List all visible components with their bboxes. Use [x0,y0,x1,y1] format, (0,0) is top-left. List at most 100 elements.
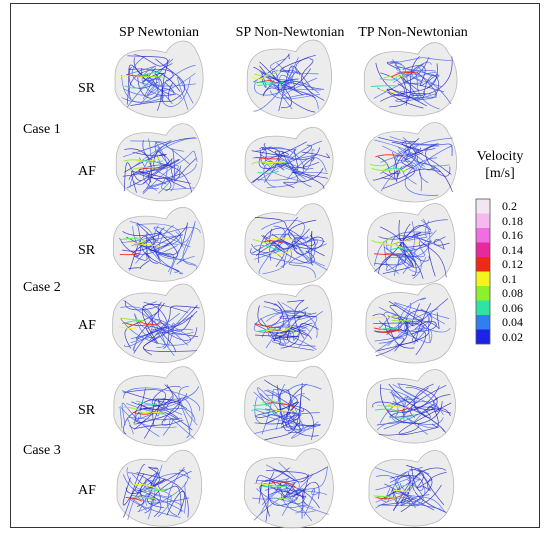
legend-title: Velocity [m/s] [470,148,530,182]
streamline [121,227,201,243]
streamline [411,298,449,326]
streamline-accent [250,408,278,415]
case-label-2: Case 2 [23,280,61,295]
streamline-accent [251,161,274,167]
streamline [283,81,319,94]
streamline [298,316,318,348]
row-label-case2-af: AF [78,318,96,333]
atrium-surface [366,203,456,286]
legend-tick-label: 0.2 [502,199,517,213]
legend-tick-label: 0.02 [502,329,523,344]
streamline-panel-r6-c3 [368,450,455,527]
streamline [126,464,163,490]
streamline-accent [379,88,397,94]
streamline [378,137,453,157]
legend-swatch-3 [476,228,490,243]
streamline [390,219,432,255]
streamline [375,305,408,357]
streamline [395,66,443,88]
streamline-accent [387,407,409,412]
streamline [386,88,427,109]
streamline [272,338,286,345]
streamline [155,58,186,103]
streamline-accent [118,326,139,329]
streamline-accent [253,81,279,84]
streamline-accent [142,488,169,493]
streamline [417,65,440,79]
streamline [137,170,191,185]
streamline [143,304,198,356]
streamline-accent [129,239,147,244]
streamline [283,168,324,189]
streamline [283,309,301,344]
streamline-panel-r4-c3 [365,283,457,364]
streamline [404,140,436,171]
streamline [261,480,300,506]
streamline-accent [254,69,279,77]
streamline [288,412,320,437]
streamline [390,251,427,269]
streamline [292,238,312,263]
streamline [404,144,424,161]
streamline-accent [266,330,287,335]
streamline [151,318,189,357]
streamline-accent [381,168,407,172]
streamline-accent [270,481,296,488]
streamline [410,56,453,96]
streamline-panel-r1-c1 [114,40,204,118]
streamline-panel-r4-c1 [112,283,206,363]
streamline [288,243,327,278]
streamline-accent [124,84,148,89]
streamline [162,417,174,436]
streamline [285,418,304,431]
streamline [281,232,326,267]
streamline-accent [256,81,284,87]
streamline [384,487,416,509]
streamline-accent [254,322,282,329]
streamline-panel-r5-c2 [244,365,334,447]
streamline [146,65,196,96]
streamline [258,227,305,264]
row-label-case1-af: AF [78,164,96,179]
streamline [281,473,313,516]
streamline [378,253,424,279]
streamline [265,384,322,396]
streamline [265,234,325,246]
streamline [134,489,162,517]
streamline [282,496,316,522]
streamline [122,159,180,184]
streamline [301,151,330,159]
legend-swatch-6 [476,271,490,286]
streamline [391,394,408,418]
streamline [136,222,165,242]
streamline-panel-r1-c3 [363,42,458,117]
streamline [136,472,189,518]
streamline [265,141,314,179]
streamline-panel-r2-c2 [244,127,334,198]
streamline [434,239,450,250]
streamline [142,139,169,166]
streamline-accent [118,406,138,410]
streamline [129,497,181,518]
streamline [143,335,197,352]
streamline [372,313,415,349]
streamline [132,55,196,87]
streamline-accent [266,402,295,408]
streamline [391,391,399,418]
streamline [253,467,328,521]
streamline [383,244,399,275]
streamline-accent [272,409,295,412]
streamline [423,75,439,96]
streamline [154,318,187,348]
streamline-accent [391,72,418,78]
streamline [121,402,160,437]
streamline-panel-r5-c3 [366,369,456,444]
streamline [265,310,318,338]
streamline [130,82,173,106]
streamline [405,387,444,415]
streamline [377,300,430,352]
streamline [385,229,437,271]
legend-swatch-5 [476,257,490,272]
streamline [388,383,451,416]
streamline-accent [141,159,164,163]
